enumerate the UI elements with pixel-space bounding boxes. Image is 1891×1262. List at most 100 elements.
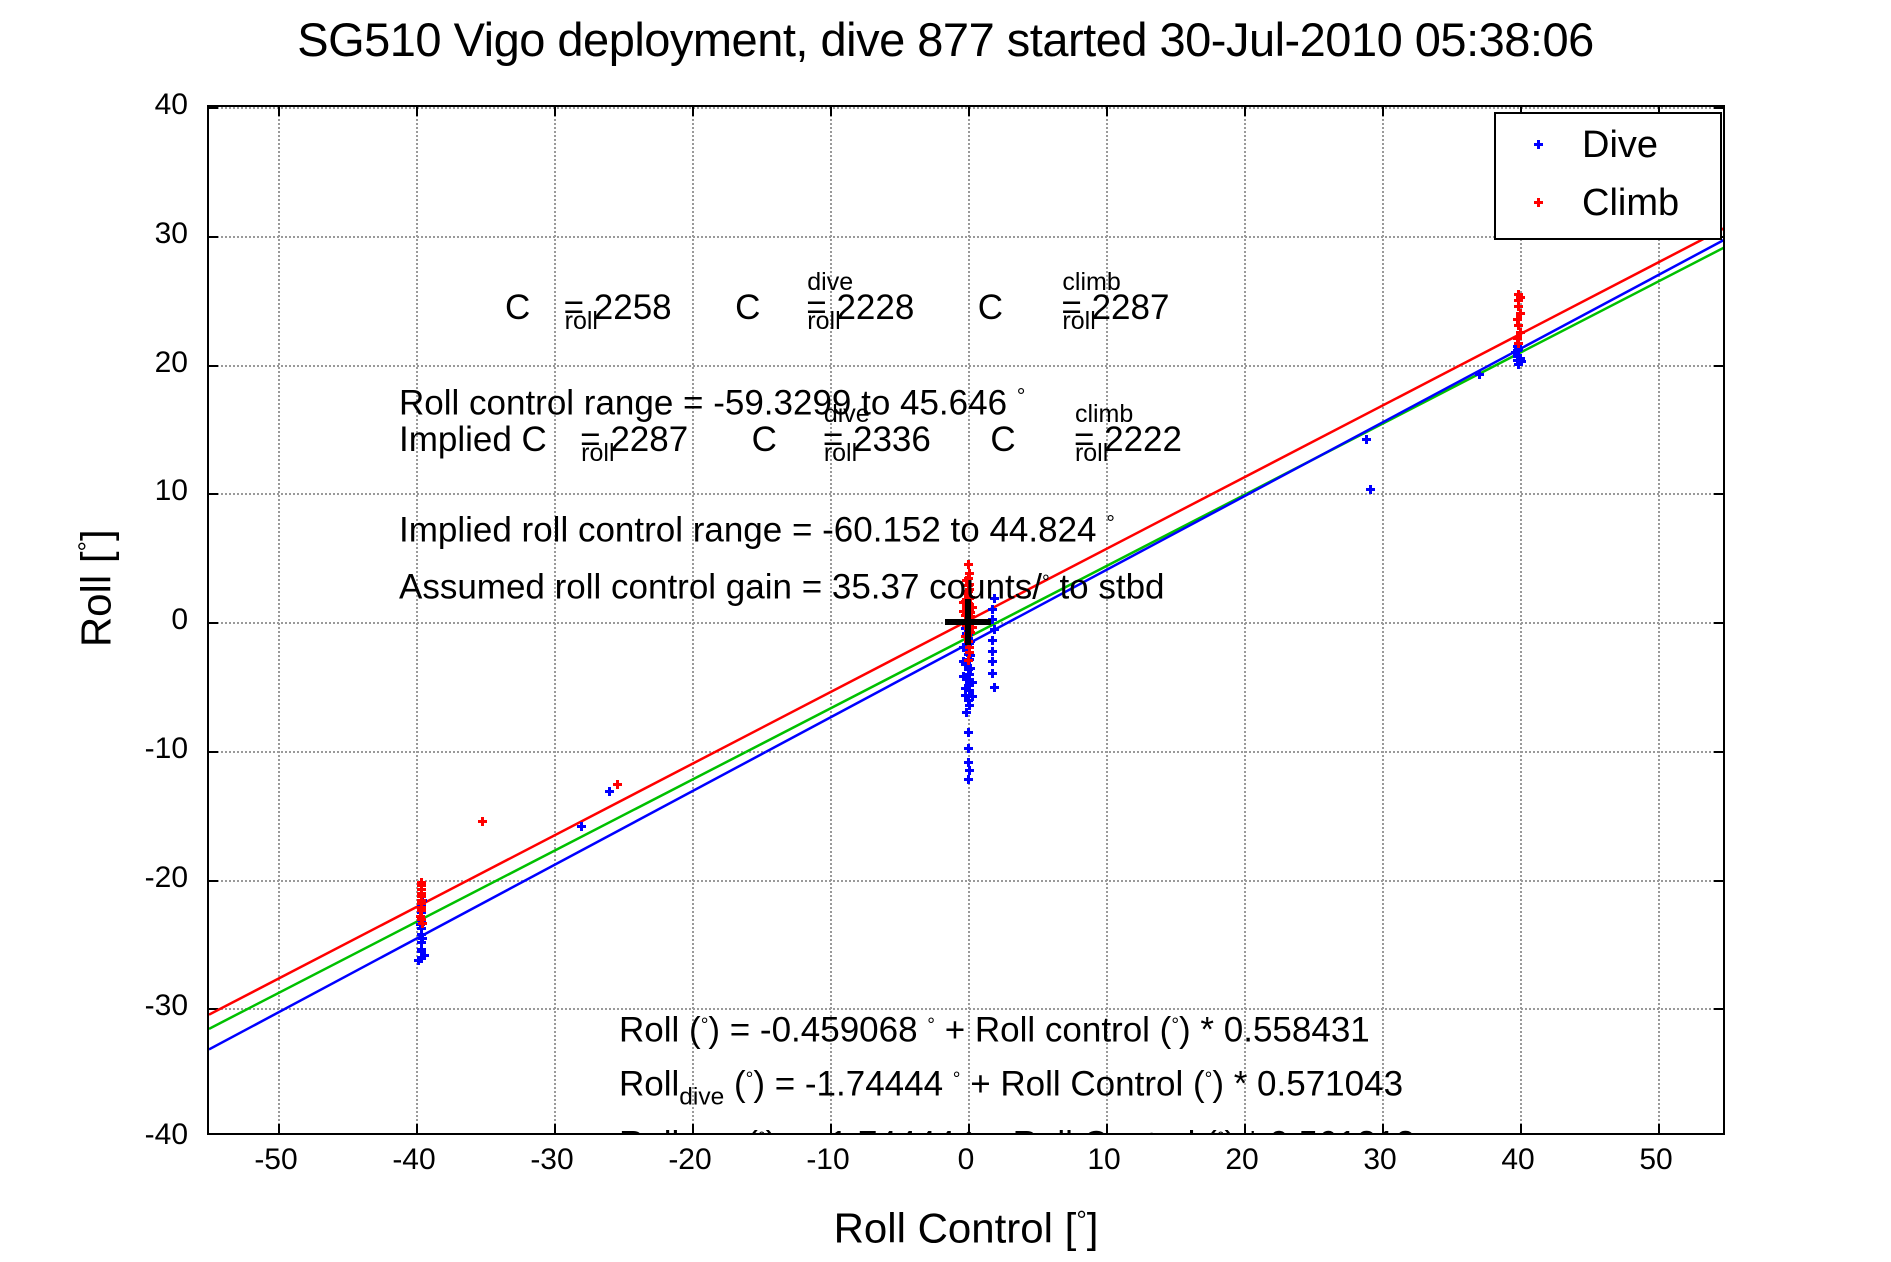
implied-c-roll-climb-value: = 2222 [1073, 420, 1182, 459]
degree-icon: ° [952, 1069, 961, 1090]
data-point-dive [963, 728, 973, 738]
implied-c-roll-value: = 2287 [580, 420, 689, 459]
data-point-climb [1515, 308, 1525, 318]
data-point-dive [964, 670, 974, 680]
c-roll-climb-value: = 2287 [1061, 288, 1170, 327]
axis-tick [209, 364, 218, 367]
data-point-climb [967, 622, 977, 632]
gridline-horizontal [209, 1008, 1723, 1011]
legend-label-dive: Dive [1582, 124, 1659, 166]
annotation-assumed-gain: Assumed roll control gain = 35.37 counts… [399, 567, 1165, 607]
implied-c-roll-dive-symbol: Cdiverolldive [751, 400, 870, 467]
degree-icon: ° [927, 1015, 935, 1036]
axis-tick [1244, 1124, 1246, 1133]
scatter-points-layer [209, 107, 1723, 1133]
axis-tick [1520, 107, 1522, 116]
axis-tick [416, 1124, 418, 1133]
c-roll-climb-symbol: Cclimbrollclimb [977, 268, 1121, 335]
axis-tick [692, 1124, 694, 1133]
data-point-dive [988, 604, 998, 614]
x-tick-label: 50 [1639, 1143, 1673, 1176]
data-point-climb [417, 881, 427, 891]
annotation-equation-dive: Rolldive (°) = -1.74444 ° + Roll Control… [619, 1064, 1404, 1111]
x-tick-label: -40 [392, 1143, 436, 1176]
x-tick-label: -10 [806, 1143, 850, 1176]
data-point-dive [577, 822, 587, 832]
data-point-climb [963, 573, 973, 583]
axis-tick [1382, 107, 1384, 116]
axis-tick [1658, 107, 1660, 116]
data-point-dive [419, 950, 429, 960]
gridline-vertical [278, 107, 280, 1133]
degree-icon: ° [1106, 510, 1115, 535]
gridline-vertical [1520, 107, 1522, 1133]
data-point-dive [988, 647, 998, 657]
degree-icon: ° [745, 1069, 754, 1090]
gridline-horizontal [209, 750, 1723, 753]
degree-icon: ° [758, 1129, 766, 1133]
data-point-dive [959, 643, 969, 653]
x-tick-label: -50 [254, 1143, 298, 1176]
data-point-dive [1514, 344, 1524, 354]
axis-tick [209, 622, 218, 624]
y-axis-label: Roll [°] [72, 529, 120, 648]
c-roll-symbol: Crollroll [505, 288, 598, 335]
data-point-dive [967, 678, 977, 687]
data-point-dive [1516, 357, 1526, 367]
data-point-dive [988, 657, 998, 667]
annotation-roll-control-range: Roll control range = -59.3299 to 45.646 … [399, 383, 1026, 423]
data-point-dive [988, 614, 998, 624]
data-point-climb [1515, 293, 1525, 303]
axis-tick [830, 107, 832, 116]
data-point-climb [417, 889, 427, 899]
gridline-vertical [830, 107, 832, 1133]
data-point-climb [417, 914, 427, 924]
degree-icon: ° [1204, 1069, 1213, 1090]
axis-tick [830, 1124, 832, 1133]
data-point-dive [414, 956, 424, 966]
degree-icon: ° [965, 1129, 973, 1133]
x-tick-label: 20 [1225, 1143, 1259, 1176]
data-point-dive [988, 669, 998, 678]
data-point-climb [963, 586, 973, 596]
y-tick-label: -40 [144, 1118, 188, 1151]
x-axis-label: Roll Control [°] [833, 1204, 1099, 1252]
y-tick-label: -30 [144, 989, 188, 1023]
axis-tick [1714, 1008, 1723, 1011]
axis-tick [278, 107, 280, 116]
y-tick-label: 20 [154, 345, 188, 379]
data-point-dive [963, 743, 973, 753]
data-point-climb [963, 656, 973, 666]
gridline-horizontal [209, 364, 1723, 367]
axis-tick [554, 107, 556, 116]
axis-tick [416, 107, 418, 116]
x-tick-label: 0 [957, 1143, 975, 1176]
data-point-dive [989, 683, 999, 693]
axis-tick [1714, 879, 1723, 882]
annotation-implied-c-roll-line: Implied Crollroll= 2287 Cdiverolldive= 2… [399, 400, 1182, 467]
x-tick-label: 10 [1087, 1143, 1121, 1176]
data-point-dive [960, 684, 970, 694]
legend-label-climb: Climb [1582, 182, 1680, 224]
gridline-horizontal [209, 879, 1723, 882]
data-point-climb [417, 895, 427, 905]
degree-icon: ° [1217, 1129, 1225, 1133]
data-point-dive [967, 692, 977, 702]
gridline-vertical [1106, 107, 1108, 1133]
axis-tick [1714, 364, 1723, 367]
legend-item-dive[interactable]: Dive [1496, 118, 1720, 174]
data-point-dive [417, 947, 427, 957]
data-point-climb [964, 648, 974, 658]
degree-icon: ° [72, 541, 103, 552]
data-point-climb [1512, 314, 1522, 324]
data-point-dive [1362, 434, 1372, 444]
data-point-dive [959, 671, 969, 681]
data-point-climb [477, 817, 487, 827]
gridline-horizontal [209, 235, 1723, 238]
implied-c-roll-climb-symbol: Cclimbrollclimb [990, 400, 1134, 467]
axis-tick [692, 107, 694, 116]
gridline-vertical [554, 107, 556, 1133]
legend-item-climb[interactable]: Climb [1496, 176, 1720, 232]
axis-tick [1244, 107, 1246, 116]
